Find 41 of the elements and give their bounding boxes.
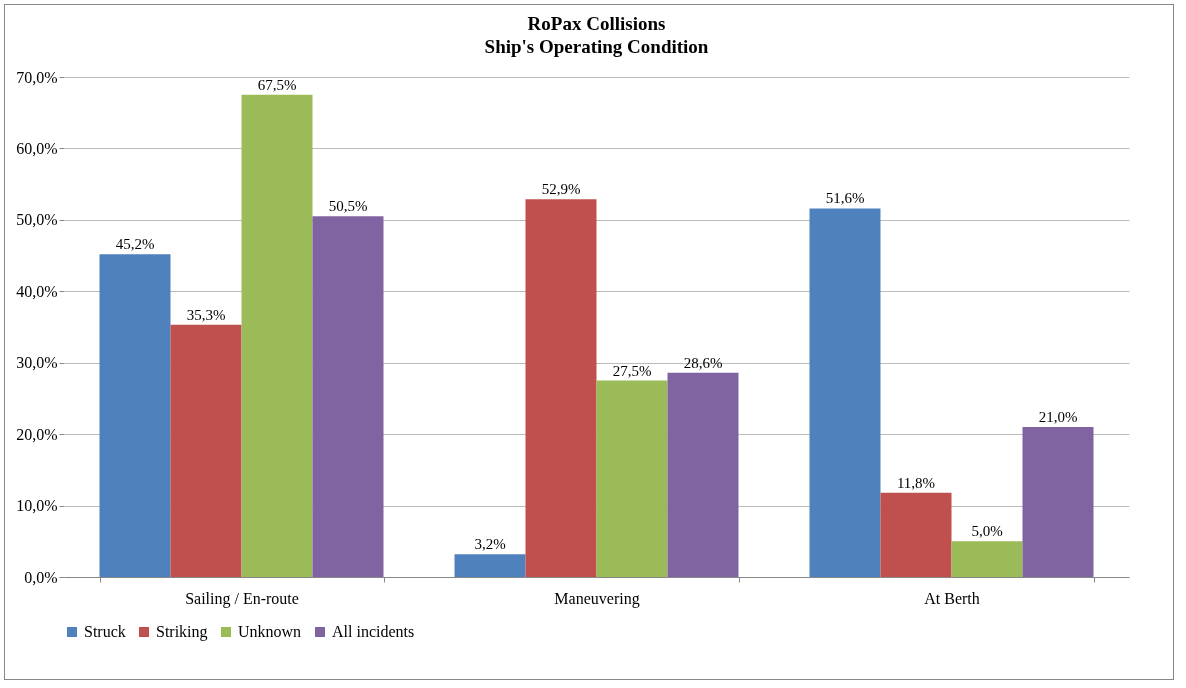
x-tick-label: Maneuvering [554,589,640,608]
bar [809,208,881,577]
data-label: 51,6% [825,190,865,207]
y-tick-label: 60,0% [16,139,58,157]
data-label: 5,0% [971,523,1003,540]
bar [596,380,668,577]
bar [525,199,597,577]
data-label: 21,0% [1038,409,1078,425]
y-tick-label: 70,0% [16,68,58,86]
data-label: 50,5% [328,198,368,215]
x-tick-label: Sailing / En-route [185,589,299,608]
bar [312,216,384,577]
legend-label: Struck [84,623,126,640]
bar [880,492,952,577]
data-label: 28,6% [683,354,723,371]
y-tick-label: 20,0% [16,425,58,443]
data-label: 52,9% [541,181,581,198]
bar [1022,427,1094,577]
x-tick-label: At Berth [924,589,980,607]
y-tick-label: 10,0% [16,497,58,515]
chart-subtitle: Ship's Operating Condition [484,36,709,57]
data-label: 3,2% [474,536,506,553]
legend-label: All incidents [332,623,415,640]
data-label: 67,5% [257,76,297,93]
data-label: 45,2% [115,236,155,253]
y-tick-label: 50,0% [16,211,58,229]
y-tick-label: 30,0% [16,354,58,372]
bar [170,324,242,577]
legend-label: Striking [156,623,208,641]
data-label: 35,3% [186,306,226,323]
chart-title: RoPax Collisions [527,13,666,34]
y-tick-label: 0,0% [24,568,58,586]
bar [667,372,739,577]
legend-label: Unknown [238,623,302,640]
bar [99,254,171,577]
bar [241,94,313,577]
data-label: 11,8% [896,474,936,491]
data-label: 27,5% [612,362,652,379]
bar [454,554,526,577]
bar [951,541,1023,577]
y-tick-label: 40,0% [16,282,58,300]
